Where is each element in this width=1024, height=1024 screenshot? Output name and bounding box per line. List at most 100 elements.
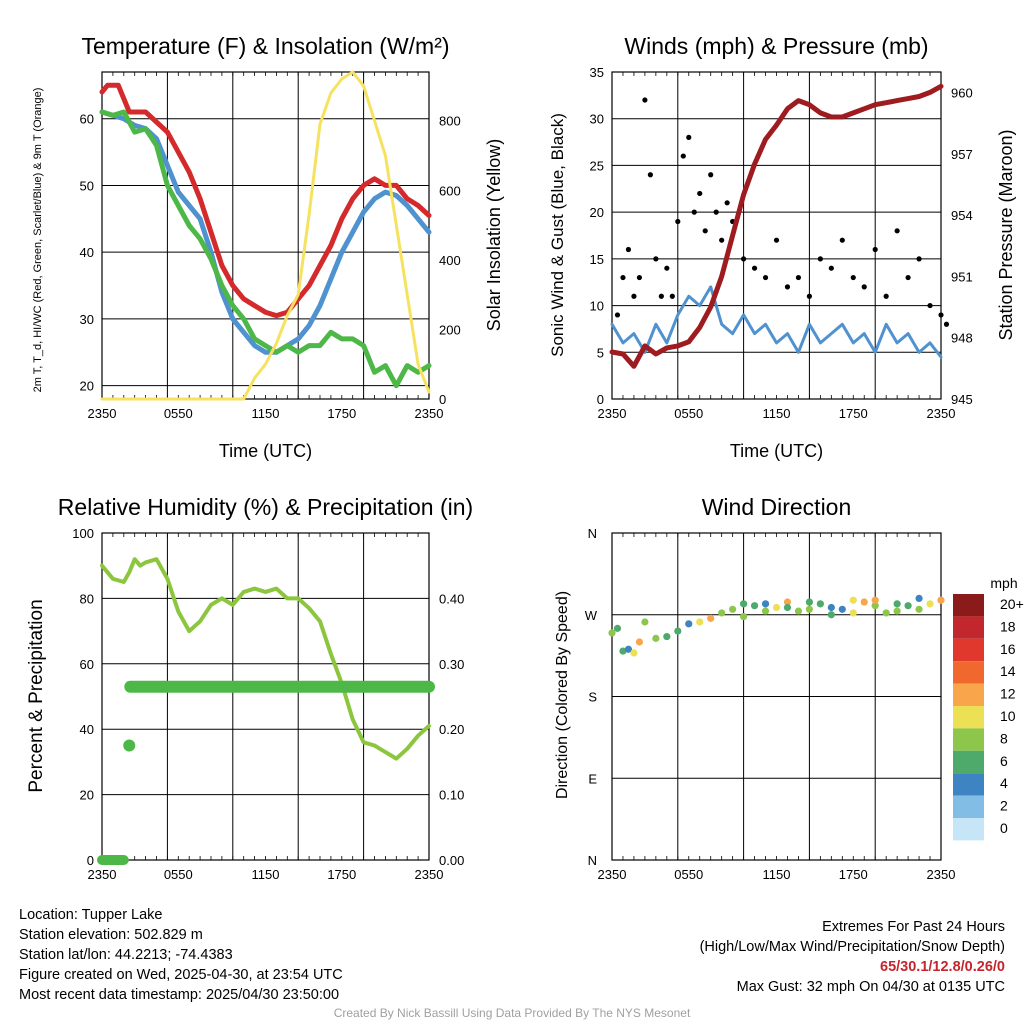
winddir-point — [860, 598, 868, 606]
speed-legend-label: 20+ — [1000, 596, 1024, 612]
gust-point — [817, 256, 823, 262]
gust-point — [795, 274, 802, 281]
winds-x-tick-label: 1150 — [763, 406, 791, 421]
winds-y-tick-label: 30 — [590, 112, 604, 127]
winddir-x-tick-label: 1150 — [763, 867, 791, 882]
gust-point — [702, 228, 708, 234]
winddir-point — [630, 649, 638, 657]
temp-y2-tick-label: 800 — [439, 114, 461, 129]
winddir-y-tick-label: W — [585, 608, 598, 623]
rh-ylabel: Percent & Precipitation — [26, 599, 47, 792]
winddir-x-tick-label: 2350 — [598, 867, 627, 882]
winds-x-tick-label: 1750 — [839, 406, 868, 421]
recent-data-text: Most recent data timestamp: 2025/04/30 2… — [19, 987, 340, 1003]
rh-x-tick-label: 0550 — [164, 867, 193, 882]
speed-legend-label: 2 — [1000, 798, 1008, 814]
gust-point — [691, 209, 697, 215]
gust-point — [625, 246, 632, 253]
speed-legend-label: 16 — [1000, 641, 1016, 657]
rh-y-tick-label: 20 — [80, 788, 94, 803]
winds-title: Winds (mph) & Pressure (mb) — [624, 33, 928, 59]
speed-legend-label: 0 — [1000, 820, 1008, 836]
temp-x-tick-label: 1750 — [327, 406, 356, 421]
winds-x-tick-label: 2350 — [927, 406, 956, 421]
winds-y2-tick-label: 951 — [951, 269, 973, 284]
winddir-point — [641, 618, 649, 626]
gust-point — [938, 312, 944, 318]
temp-ylabel: 2m T, T_d, HI/WC (Red, Green, Scarlet/Bl… — [32, 88, 44, 393]
gust-point — [680, 153, 686, 159]
speed-legend-unit: mph — [990, 575, 1017, 591]
temp-y2label: Solar Insolation (Yellow) — [484, 139, 504, 331]
speed-legend-swatch — [953, 638, 984, 662]
winds-y2-tick-label: 957 — [951, 147, 973, 162]
precip-point — [123, 739, 136, 752]
gust-point — [697, 190, 703, 197]
rh-line — [100, 557, 431, 761]
winddir-point — [838, 605, 846, 613]
winddir-x-tick-label: 1750 — [839, 867, 868, 882]
station-info: Location: Tupper Lake Station elevation:… — [19, 905, 343, 1005]
rh-x-tick-label: 1750 — [327, 867, 356, 882]
gust-point — [828, 265, 834, 271]
credit-text: Created By Nick Bassill Using Data Provi… — [333, 1006, 691, 1020]
winddir-point — [937, 596, 945, 604]
rh-y2-tick-label: 0.00 — [439, 853, 464, 868]
temp-x-tick-label: 2350 — [415, 406, 444, 421]
gust-point — [806, 293, 813, 299]
gust-point — [943, 321, 950, 327]
speed-legend-swatch — [953, 818, 984, 841]
winds-y2-tick-label: 948 — [951, 331, 973, 346]
speed-legend-label: 10 — [1000, 708, 1016, 724]
temp-y-tick-label: 60 — [80, 112, 94, 127]
location-text: Location: Tupper Lake — [19, 907, 163, 923]
gust-point — [719, 237, 725, 243]
rh-title: Relative Humidity (%) & Precipitation (i… — [58, 494, 473, 520]
winddir-point — [882, 609, 890, 617]
gust-point — [642, 97, 648, 103]
gust-point — [620, 274, 626, 281]
speed-legend-swatch — [953, 661, 984, 684]
winddir-point — [696, 618, 704, 626]
temp-series-green — [99, 109, 432, 389]
gust-point — [631, 293, 637, 299]
gust-point — [658, 293, 664, 299]
winddir-point — [904, 602, 912, 610]
winddir-point — [652, 634, 660, 642]
extremes-values: 65/30.1/12.8/0.26/0 — [880, 959, 1005, 975]
winddir-point — [635, 638, 644, 646]
gust-point — [686, 134, 692, 140]
gust-point — [784, 284, 791, 290]
winds-x-tick-label: 0550 — [674, 406, 703, 421]
wind-speed-line — [610, 285, 943, 359]
pressure-line — [609, 83, 944, 369]
winddir-point — [805, 605, 814, 613]
winddir-point — [740, 600, 748, 608]
rh-y2-tick-label: 0.30 — [439, 657, 464, 672]
speed-legend-label: 18 — [1000, 618, 1016, 634]
temp-x-tick-label: 0550 — [164, 406, 193, 421]
rh-y2-tick-label: 0.20 — [439, 722, 464, 737]
gust-point — [773, 237, 780, 243]
winddir-point — [740, 612, 748, 621]
winddir-point — [794, 607, 803, 615]
temp-y-tick-label: 40 — [80, 245, 94, 260]
winds-y2-tick-label: 960 — [951, 85, 973, 100]
temp-series-blue — [99, 109, 432, 355]
gust-point — [675, 218, 681, 225]
speed-legend-swatch — [953, 773, 984, 796]
temp-series-yellow — [100, 70, 431, 401]
rh-y2-tick-label: 0.10 — [439, 788, 464, 803]
gust-point — [872, 246, 878, 253]
winddir-x-tick-label: 2350 — [927, 867, 956, 882]
gust-point — [653, 256, 659, 262]
temp-y-tick-label: 20 — [80, 379, 94, 394]
latlon-text: Station lat/lon: 44.2213; -74.4383 — [19, 947, 233, 963]
winds-x-tick-label: 2350 — [598, 406, 627, 421]
winddir-point — [674, 627, 682, 635]
gust-point — [724, 200, 730, 206]
rh-x-tick-label: 1150 — [252, 867, 280, 882]
temp-y-tick-label: 50 — [80, 178, 94, 193]
gust-point — [751, 265, 758, 271]
